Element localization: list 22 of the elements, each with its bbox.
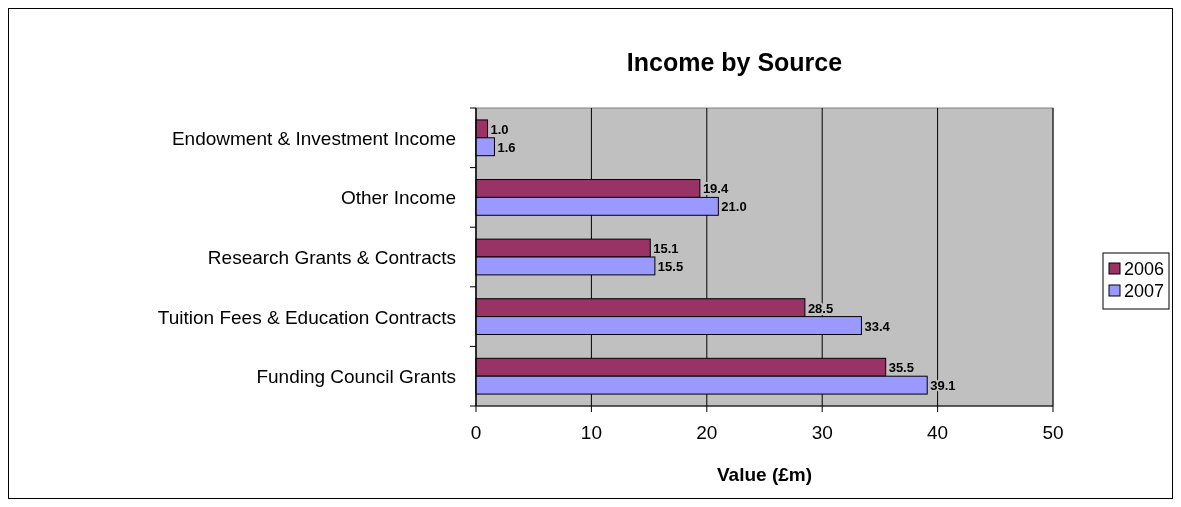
chart-title: Income by Source <box>626 48 843 76</box>
data-label: 21.0 <box>721 199 747 215</box>
data-label: 35.5 <box>888 360 914 376</box>
y-tick-label: Funding Council Grants <box>256 366 456 388</box>
x-tick-label: 50 <box>1042 422 1064 443</box>
data-label: 15.1 <box>653 241 679 257</box>
x-tick-label: 0 <box>470 422 482 443</box>
data-label: 1.0 <box>490 121 509 137</box>
y-tick-label: Tuition Fees & Education Contracts <box>157 306 456 328</box>
x-axis-title: Value (£m) <box>716 464 813 485</box>
x-tick-label: 40 <box>927 422 949 443</box>
x-tick-label: 20 <box>696 422 718 443</box>
x-tick-label: 10 <box>580 422 602 443</box>
data-label: 15.5 <box>657 258 684 274</box>
x-tick-label: 30 <box>811 422 833 443</box>
data-label: 33.4 <box>864 318 891 334</box>
legend-label: 2007 <box>1124 281 1165 301</box>
y-tick-label: Research Grants & Contracts <box>207 247 456 268</box>
legend-label: 2006 <box>1124 259 1165 279</box>
data-label: 1.6 <box>497 139 516 155</box>
y-tick-label: Other Income <box>340 187 456 209</box>
y-tick-label: Endowment & Investment Income <box>171 127 456 149</box>
